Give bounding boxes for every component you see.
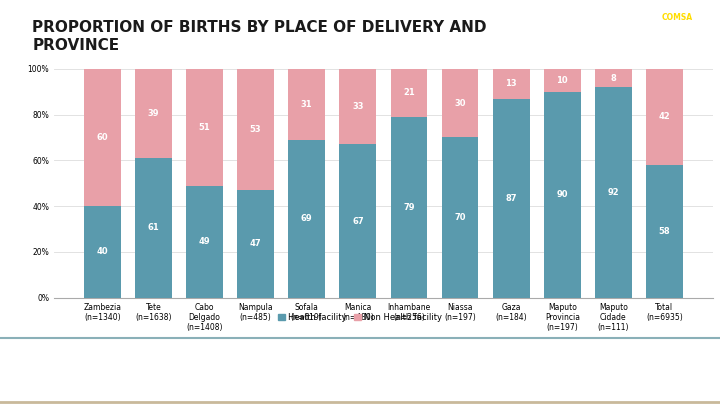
Text: 53: 53	[250, 125, 261, 134]
Text: 70: 70	[454, 213, 466, 222]
Bar	[544, 69, 580, 92]
Bar	[646, 165, 683, 298]
Bar	[186, 69, 223, 185]
Bar	[288, 140, 325, 298]
Text: 39: 39	[148, 109, 159, 118]
Bar	[441, 138, 479, 298]
Text: 13: 13	[505, 79, 517, 88]
Bar	[288, 69, 325, 140]
Bar	[441, 69, 479, 138]
Text: 31: 31	[301, 100, 312, 109]
Bar	[135, 158, 172, 298]
Legend: Health facility, Non Health facility: Health facility, Non Health facility	[274, 310, 446, 326]
Text: 90: 90	[557, 190, 568, 199]
Text: SISTEMA DE
VIGILÂNCIA DE
EVENTOS VITAIS: SISTEMA DE VIGILÂNCIA DE EVENTOS VITAIS	[661, 27, 694, 41]
Text: 40: 40	[96, 247, 108, 256]
Text: 10: 10	[557, 76, 568, 85]
Bar	[84, 206, 121, 298]
Bar	[135, 69, 172, 158]
Bar	[339, 69, 377, 144]
Bar	[84, 69, 121, 206]
Text: 21: 21	[403, 88, 415, 97]
Text: 49: 49	[199, 237, 210, 246]
Bar	[595, 69, 631, 87]
Bar	[186, 185, 223, 298]
Bar	[390, 69, 428, 117]
Text: 8: 8	[611, 73, 616, 83]
Text: 87: 87	[505, 194, 517, 202]
Text: 51: 51	[199, 123, 210, 132]
Text: 79: 79	[403, 203, 415, 212]
Bar	[238, 69, 274, 190]
Text: 33: 33	[352, 102, 364, 111]
Text: Phase 1 (Since April 2018): Phase 1 (Since April 2018)	[96, 365, 271, 378]
Text: 60: 60	[96, 133, 108, 142]
Bar	[492, 69, 529, 98]
Text: 69: 69	[301, 214, 312, 223]
Bar	[238, 190, 274, 298]
Bar	[646, 69, 683, 165]
Text: 42: 42	[659, 113, 670, 121]
Text: 92: 92	[608, 188, 619, 197]
Text: COMSA: COMSA	[662, 13, 693, 22]
Bar	[339, 144, 377, 298]
Text: 47: 47	[250, 239, 261, 248]
Text: 61: 61	[148, 224, 159, 232]
Text: PROPORTION OF BIRTHS BY PLACE OF DELIVERY AND
PROVINCE: PROPORTION OF BIRTHS BY PLACE OF DELIVER…	[32, 20, 487, 53]
Bar	[390, 117, 428, 298]
Text: 30: 30	[454, 99, 466, 108]
Bar	[544, 92, 580, 298]
Text: Phase 2 (Since October 2018): Phase 2 (Since October 2018)	[402, 365, 599, 378]
Bar	[492, 98, 529, 298]
Bar	[595, 87, 631, 298]
Text: 67: 67	[352, 217, 364, 226]
Text: 58: 58	[659, 227, 670, 236]
